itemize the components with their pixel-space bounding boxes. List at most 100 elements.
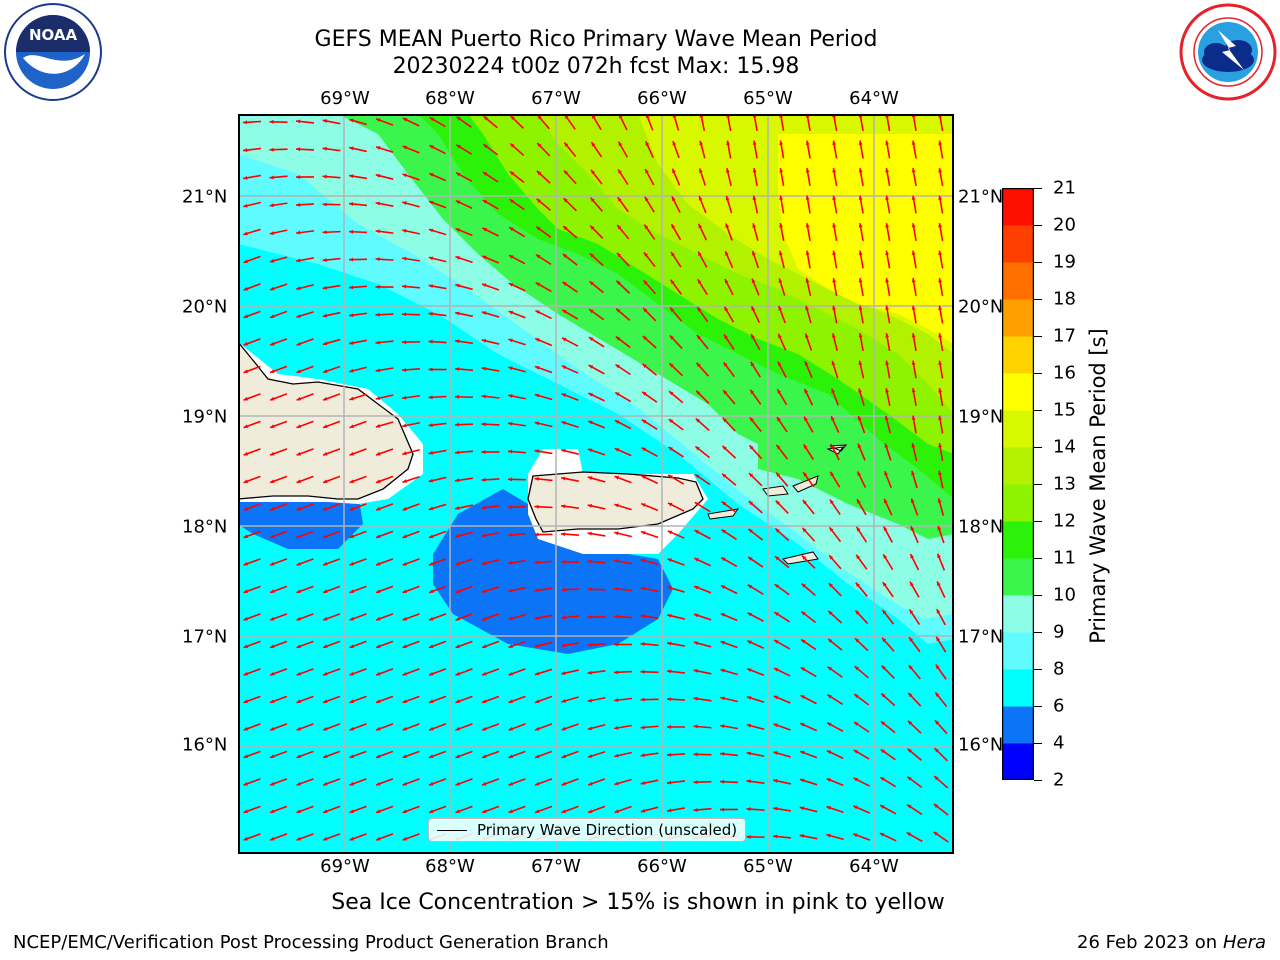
wave-arrow-head: [779, 168, 784, 173]
wave-arrow-head: [429, 589, 434, 594]
wave-arrow-head: [323, 506, 328, 511]
wave-arrow-head: [832, 195, 837, 200]
wave-arrow-head: [561, 448, 566, 453]
wave-arrow-head: [376, 644, 381, 649]
wave-arrow-head: [481, 561, 487, 566]
wave-arrow-head: [858, 195, 863, 200]
lon-label-top: 66°W: [637, 88, 687, 109]
wave-arrow-head: [535, 254, 541, 259]
wave-arrow-head: [693, 613, 699, 618]
wave-arrow-head: [534, 393, 540, 398]
wave-arrow-head: [323, 534, 328, 539]
wave-arrow-head: [587, 670, 592, 675]
wave-arrow-head: [885, 195, 890, 200]
wave-arrow-head: [938, 250, 943, 255]
wave-arrow-head: [269, 147, 274, 152]
wave-arrow-head: [856, 526, 861, 532]
wave-arrow-head: [561, 698, 566, 703]
wave-arrow-head: [774, 584, 780, 589]
wave-arrow-head: [722, 473, 727, 478]
wave-arrow-head: [858, 333, 863, 338]
wave-arrow-head: [243, 231, 248, 236]
wave-arrow-head: [697, 279, 702, 284]
wave-arrow-head: [455, 200, 461, 205]
wave-arrow-head: [296, 754, 302, 759]
wave-arrow-head: [482, 781, 487, 786]
wave-arrow-head: [805, 278, 810, 283]
wave-arrow-head: [828, 583, 833, 588]
wave-arrow-head: [832, 278, 837, 283]
wave-arrow-head: [375, 423, 381, 428]
wave-arrow-head: [829, 499, 834, 505]
wave-arrow-head: [428, 367, 433, 372]
wave-arrow-head: [803, 472, 808, 477]
wave-arrow-head: [508, 754, 514, 759]
colorbar-segment: [1002, 595, 1034, 633]
wave-arrow-head: [938, 223, 943, 228]
wave-arrow-head: [482, 699, 487, 704]
wave-arrow-head: [857, 499, 861, 504]
wave-arrow-head: [640, 697, 645, 702]
wave-arrow-head: [752, 195, 757, 201]
wave-arrow-head: [775, 528, 780, 533]
wave-arrow-head: [667, 752, 672, 757]
wave-arrow-head: [587, 615, 592, 620]
lat-label-right: 20°N: [958, 296, 1004, 318]
wave-arrow-head: [697, 307, 702, 312]
wave-arrow-head: [614, 614, 619, 619]
wave-arrow-head: [243, 369, 249, 374]
wave-arrow-head: [910, 526, 915, 531]
wave-arrow-head: [483, 144, 488, 149]
wave-arrow-head: [855, 610, 860, 615]
wave-arrow-head: [775, 500, 780, 505]
wave-arrow-head: [561, 559, 566, 564]
wave-arrow-head: [323, 671, 328, 676]
wave-arrow-head: [832, 305, 836, 311]
wave-arrow-head: [402, 423, 407, 428]
wave-arrow-head: [854, 666, 859, 671]
wave-arrow-head: [726, 140, 731, 145]
wave-arrow-head: [375, 173, 381, 178]
wave-arrow-head: [376, 754, 381, 759]
wave-arrow-head: [349, 699, 355, 704]
wave-arrow-head: [669, 391, 674, 396]
colorbar-tick-mark: [1034, 410, 1042, 411]
colorbar-tick-mark: [1034, 558, 1042, 559]
wave-arrow-head: [858, 223, 863, 228]
wave-arrow-head: [589, 281, 594, 286]
colorbar-tick-mark: [1034, 262, 1042, 263]
wave-arrow-head: [587, 559, 592, 564]
wave-arrow-head: [935, 692, 940, 697]
wave-arrow-head: [910, 553, 915, 559]
lat-label-left: 21°N: [182, 186, 228, 208]
colorbar-tick-label: 18: [1053, 288, 1076, 310]
wave-arrow-head: [510, 115, 515, 120]
wave-arrow-head: [270, 506, 275, 511]
colorbar-tick-label: 21: [1053, 177, 1076, 199]
wave-arrow-head: [508, 394, 513, 398]
wave-arrow-head: [270, 341, 275, 346]
wave-arrow-head: [667, 780, 672, 785]
wave-arrow-head: [911, 195, 916, 200]
wave-arrow-head: [376, 726, 381, 731]
wave-arrow-head: [323, 809, 328, 814]
wave-arrow-head: [614, 725, 619, 730]
wave-arrow-head: [933, 831, 939, 836]
wave-arrow-head: [725, 223, 730, 229]
wave-arrow-head: [801, 583, 807, 588]
colorbar-tick-label: 20: [1053, 214, 1076, 236]
wave-arrow-head: [349, 589, 355, 594]
wave-arrow-head: [885, 388, 889, 393]
wave-arrow-head: [695, 418, 701, 423]
wave-arrow-head: [805, 168, 810, 173]
lat-label-left: 17°N: [182, 626, 228, 648]
wave-arrow-head: [270, 479, 275, 484]
wave-arrow-head: [562, 309, 567, 314]
wave-arrow-head: [375, 340, 380, 345]
wave-arrow-head: [879, 833, 885, 837]
colorbar-segment: [1002, 225, 1034, 263]
wave-arrow-head: [908, 692, 913, 698]
wave-arrow-head: [614, 503, 619, 508]
wave-arrow-head: [801, 611, 806, 616]
wave-arrow-head: [640, 781, 646, 785]
